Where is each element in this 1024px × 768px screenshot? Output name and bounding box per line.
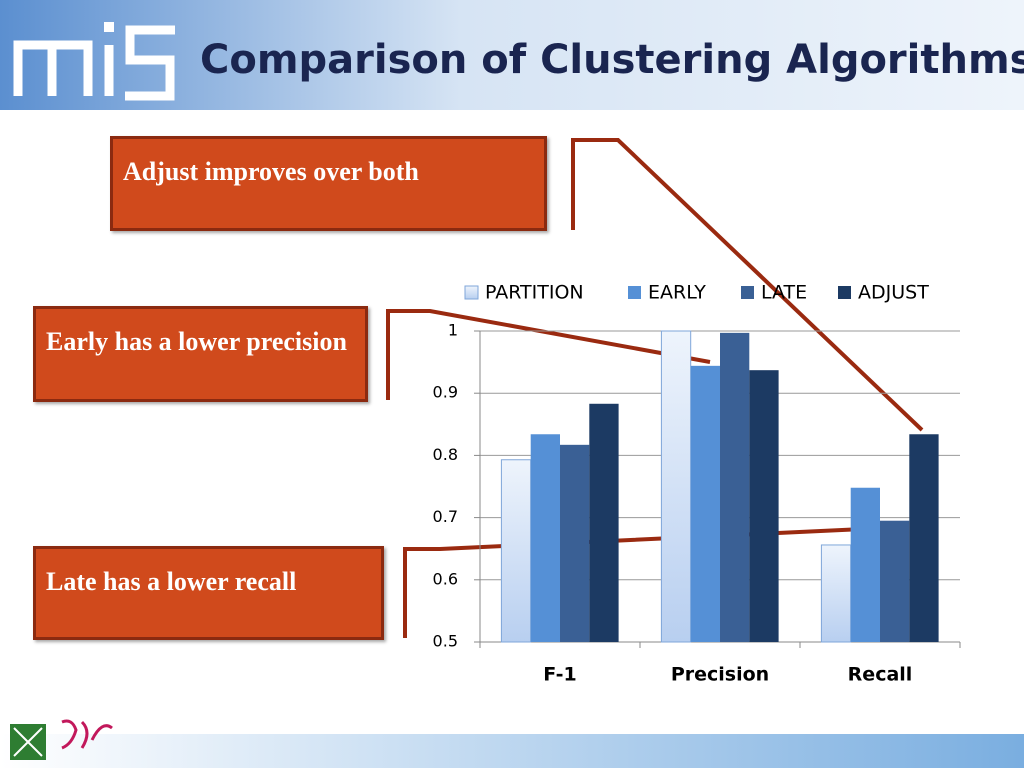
bar [660, 330, 692, 643]
footer-logos [10, 719, 113, 760]
y-tick-label: 0.5 [433, 632, 458, 651]
y-tick-label: 0.8 [433, 445, 458, 464]
bar [690, 365, 720, 642]
bar [560, 444, 590, 642]
bar [589, 403, 619, 642]
plot: 0.5 0.6 0.7 0.8 0.9 1 F-1 Precision Recall PARTIT… [433, 282, 961, 686]
bar [720, 332, 750, 642]
bar [500, 459, 532, 643]
bar [820, 544, 852, 643]
logo [13, 22, 175, 101]
legend-label: EARLY [648, 282, 706, 304]
callout: Early has a lower precision [33, 306, 368, 402]
legend-swatch [741, 286, 754, 299]
bar [850, 487, 880, 642]
x-tick-label: Precision [671, 664, 769, 686]
legend-swatch [628, 286, 641, 299]
x-tick-label: Recall [848, 664, 913, 686]
bar [880, 520, 910, 642]
bar [749, 370, 779, 642]
legend-label: ADJUST [858, 282, 929, 304]
legend-label: PARTITION [485, 282, 584, 304]
footer-band [0, 734, 1024, 768]
callout: Late has a lower recall [33, 546, 384, 640]
x-tick-label: F-1 [543, 664, 577, 686]
y-tick-label: 0.9 [433, 383, 458, 402]
legend-swatch [464, 285, 479, 300]
callout: Adjust improves over both [110, 136, 547, 231]
y-tick-label: 0.6 [433, 569, 458, 588]
bar [909, 434, 939, 642]
slide-title: Comparison of Clustering Algorithms [200, 37, 1024, 83]
legend-label: LATE [761, 282, 807, 304]
legend-swatch [838, 286, 851, 299]
y-tick-label: 0.7 [433, 507, 458, 526]
y-tick-label: 1 [448, 321, 458, 340]
bar [530, 434, 560, 642]
